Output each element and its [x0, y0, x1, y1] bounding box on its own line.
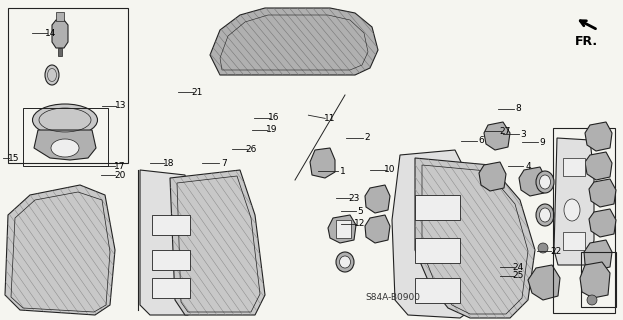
Text: 20: 20: [114, 171, 125, 180]
Text: 8: 8: [515, 104, 521, 113]
Text: S84A-B0900: S84A-B0900: [365, 293, 420, 302]
Polygon shape: [365, 185, 390, 213]
Text: 10: 10: [384, 165, 396, 174]
Text: 16: 16: [269, 113, 280, 122]
Bar: [563, 232, 585, 250]
Bar: [581, 252, 616, 307]
Bar: [336, 220, 351, 238]
Bar: [563, 158, 585, 176]
Bar: [8, 8, 128, 163]
Polygon shape: [484, 122, 510, 150]
Bar: [152, 278, 190, 298]
Ellipse shape: [536, 171, 554, 193]
Polygon shape: [584, 240, 612, 270]
Polygon shape: [365, 215, 390, 243]
Text: 4: 4: [525, 162, 531, 171]
Polygon shape: [140, 170, 200, 315]
Text: 25: 25: [513, 271, 524, 280]
Text: 13: 13: [115, 101, 126, 110]
Polygon shape: [415, 158, 535, 318]
Text: 23: 23: [349, 194, 360, 203]
Bar: [58, 48, 62, 56]
Text: 9: 9: [539, 138, 545, 147]
Bar: [415, 238, 460, 263]
Ellipse shape: [32, 104, 98, 136]
Polygon shape: [34, 130, 96, 160]
Polygon shape: [170, 170, 265, 315]
Polygon shape: [585, 122, 612, 151]
Text: 24: 24: [513, 263, 524, 272]
Polygon shape: [52, 20, 68, 48]
Bar: [553, 128, 615, 313]
Ellipse shape: [538, 243, 548, 253]
Polygon shape: [519, 167, 546, 196]
Text: 17: 17: [114, 162, 125, 171]
Polygon shape: [528, 265, 560, 300]
Polygon shape: [328, 215, 356, 243]
Polygon shape: [392, 150, 480, 318]
Bar: [152, 215, 190, 235]
Polygon shape: [310, 148, 335, 178]
Ellipse shape: [45, 65, 59, 85]
Text: 3: 3: [520, 130, 526, 139]
Polygon shape: [580, 262, 610, 298]
Polygon shape: [479, 162, 506, 191]
Ellipse shape: [340, 256, 351, 268]
Text: 21: 21: [191, 88, 202, 97]
Polygon shape: [5, 185, 115, 315]
Text: 6: 6: [478, 136, 484, 145]
Bar: [56, 12, 64, 21]
Text: 19: 19: [266, 125, 277, 134]
Text: 15: 15: [8, 154, 19, 163]
Text: 2: 2: [364, 133, 371, 142]
Text: 18: 18: [163, 159, 174, 168]
Text: FR.: FR.: [575, 35, 598, 48]
Text: 22: 22: [550, 247, 561, 256]
Polygon shape: [585, 152, 612, 180]
Ellipse shape: [587, 295, 597, 305]
Bar: [23, 108, 108, 166]
Text: 1: 1: [340, 167, 346, 176]
Ellipse shape: [336, 252, 354, 272]
Ellipse shape: [51, 139, 79, 157]
Polygon shape: [589, 179, 616, 207]
Bar: [152, 250, 190, 270]
Ellipse shape: [540, 208, 551, 222]
Polygon shape: [589, 209, 616, 237]
Text: 12: 12: [354, 220, 366, 228]
Bar: [415, 195, 460, 220]
Text: 7: 7: [221, 159, 227, 168]
Polygon shape: [210, 8, 378, 75]
Text: 11: 11: [325, 114, 336, 123]
Polygon shape: [554, 138, 594, 265]
Bar: [415, 278, 460, 303]
Ellipse shape: [536, 204, 554, 226]
Text: 5: 5: [357, 207, 363, 216]
Ellipse shape: [564, 199, 580, 221]
Text: 27: 27: [500, 127, 511, 136]
Text: 14: 14: [45, 29, 57, 38]
Text: 26: 26: [245, 145, 257, 154]
Ellipse shape: [540, 175, 551, 189]
